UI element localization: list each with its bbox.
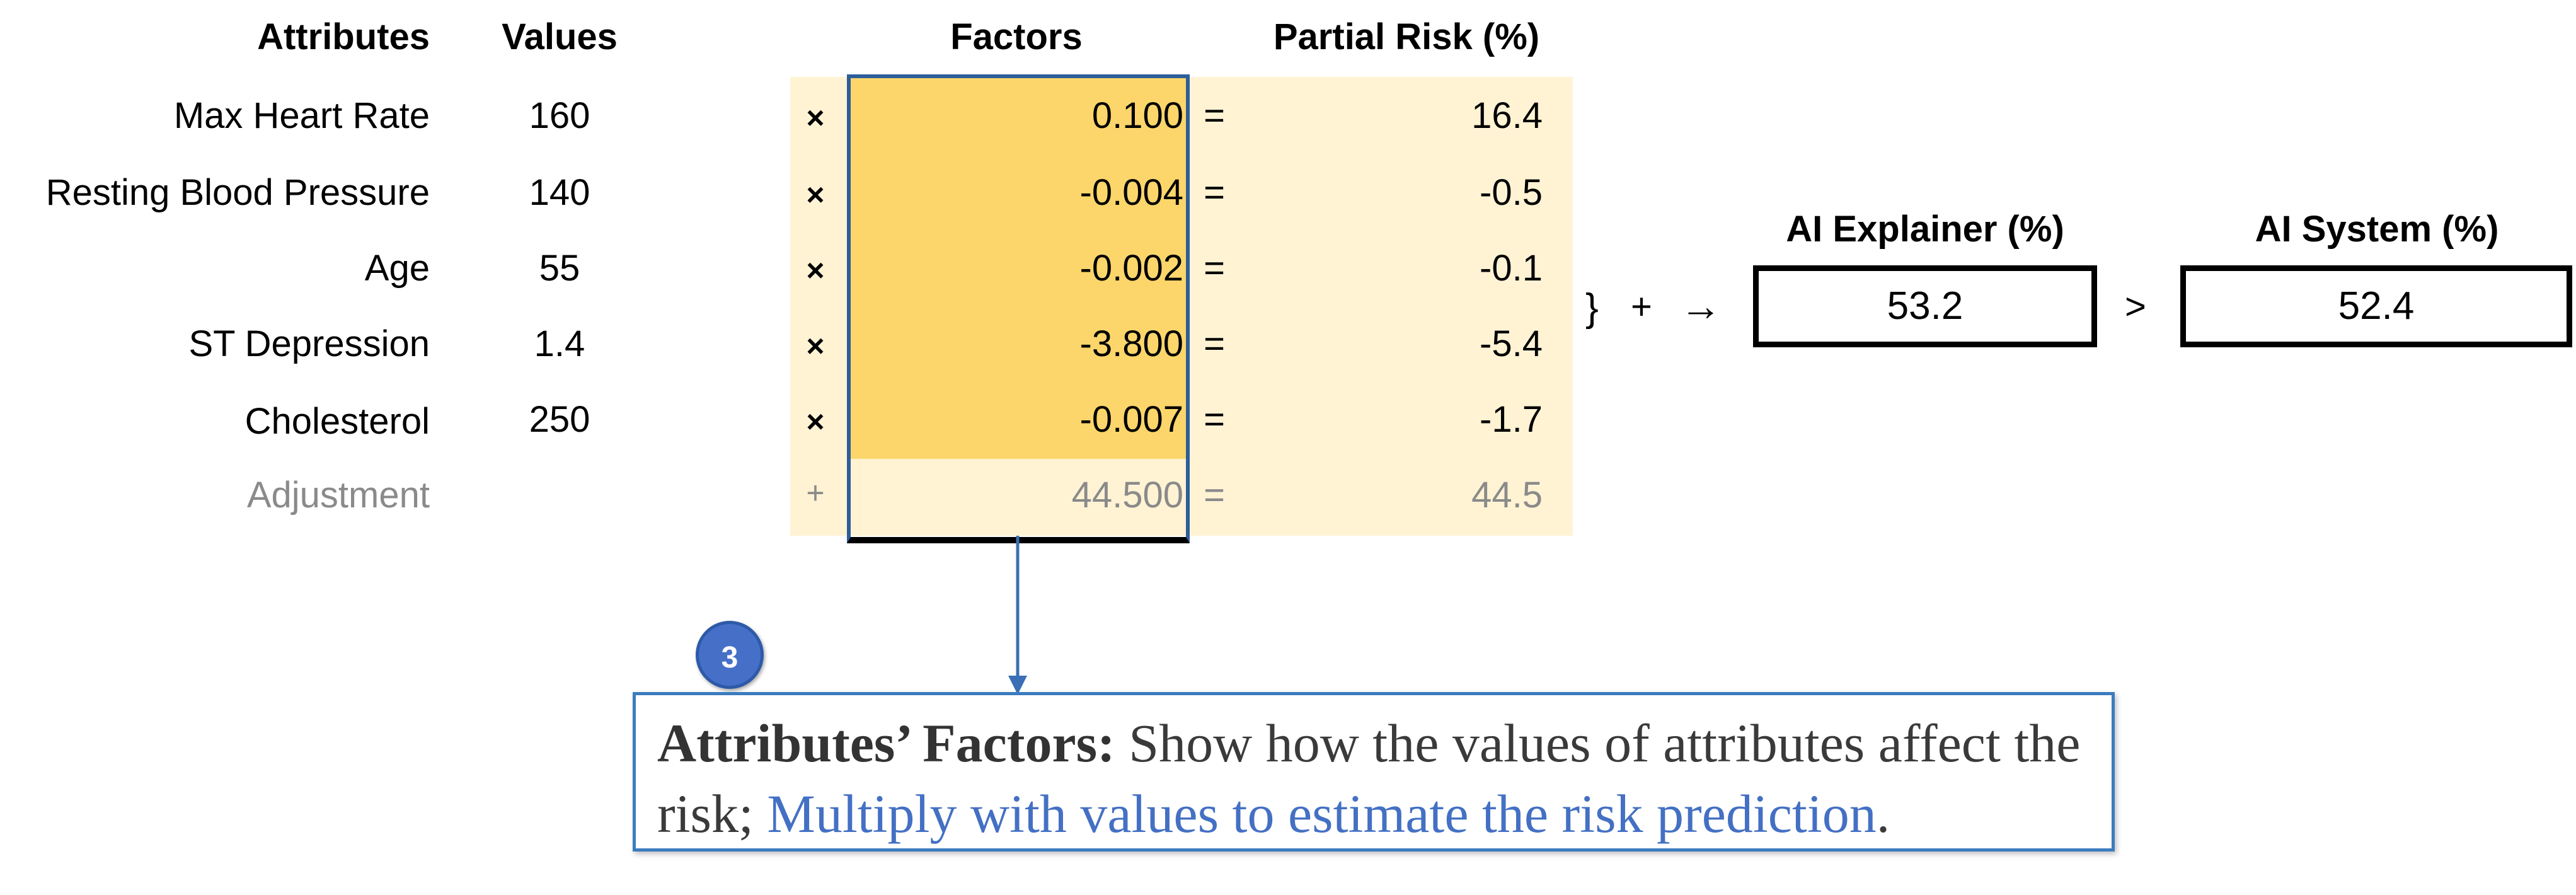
multiply-sign: × (806, 100, 825, 136)
multiply-sign: × (806, 253, 825, 288)
arrow-right-icon: → (1680, 282, 1722, 329)
factor-value: -3.800 (1079, 323, 1183, 364)
callout-box: Attributes’ Factors: Show how the values… (633, 692, 2115, 852)
callout-highlight-text: Multiply with values to estimate the ris… (767, 783, 1877, 844)
plus-symbol: + (1631, 286, 1652, 327)
brace-symbol: } (1585, 286, 1599, 330)
partial-risk-value: -0.5 (1480, 172, 1543, 213)
multiply-sign: × (806, 177, 825, 212)
ai-explainer-header: AI Explainer (%) (1786, 209, 2064, 250)
ai-explainer-box: 53.2 (1753, 265, 2097, 347)
values-header: Values (502, 16, 618, 57)
partial-risk-value: -1.7 (1480, 399, 1543, 440)
greater-than-symbol: > (2125, 286, 2146, 327)
ai-system-box: 52.4 (2180, 265, 2572, 347)
factor-value: 0.100 (1091, 95, 1183, 136)
attribute-value: 1.4 (534, 323, 585, 364)
partial-risk-value: 16.4 (1471, 95, 1543, 136)
callout-title: Attributes’ Factors: (657, 713, 1115, 773)
attribute-value: 55 (539, 248, 580, 289)
equals-sign: = (1204, 248, 1225, 289)
ai-explainer-value: 53.2 (1887, 284, 1964, 328)
attribute-label: Resting Blood Pressure (45, 172, 430, 213)
callout-text: Show how the values of attributes affect… (657, 713, 2081, 844)
partial-risk-value: -0.1 (1480, 248, 1543, 289)
multiply-sign: × (806, 328, 825, 364)
factor-value: -0.007 (1079, 399, 1183, 440)
adjustment-factor-value: 44.500 (1071, 475, 1183, 516)
partial-risk-header: Partial Risk (%) (1273, 16, 1540, 57)
step-number-badge: 3 (696, 621, 764, 689)
partial-risk-value: -5.4 (1480, 323, 1543, 364)
equals-sign: = (1204, 399, 1225, 440)
ai-system-header: AI System (%) (2255, 209, 2499, 250)
attribute-label: Age (364, 248, 430, 289)
attribute-label: ST Depression (188, 323, 430, 364)
multiply-sign: × (806, 404, 825, 439)
adjustment-partial-value: 44.5 (1471, 475, 1543, 516)
factor-value: -0.002 (1079, 248, 1183, 289)
factors-column-frame (847, 74, 1190, 543)
equals-sign: = (1204, 323, 1225, 364)
connector-arrow (1008, 536, 1027, 695)
adjustment-label: Adjustment (246, 475, 430, 516)
factors-header: Factors (950, 16, 1083, 57)
equals-sign: = (1204, 172, 1225, 213)
attributes-header: Attributes (257, 16, 430, 57)
attribute-label: Cholesterol (244, 401, 430, 442)
attribute-value: 140 (529, 172, 590, 213)
equals-sign: = (1204, 95, 1225, 136)
equals-sign: = (1204, 475, 1225, 516)
arrow-down-icon (1008, 676, 1027, 695)
attribute-value: 250 (529, 399, 590, 440)
ai-system-value: 52.4 (2338, 284, 2415, 328)
attribute-value: 160 (529, 95, 590, 136)
attribute-label: Max Heart Rate (173, 95, 430, 136)
plus-sign: + (806, 475, 825, 511)
callout-end: . (1876, 783, 1890, 844)
factor-value: -0.004 (1079, 172, 1183, 213)
factors-highlight (847, 77, 1186, 459)
adjustment-factor-highlight (847, 459, 1186, 536)
